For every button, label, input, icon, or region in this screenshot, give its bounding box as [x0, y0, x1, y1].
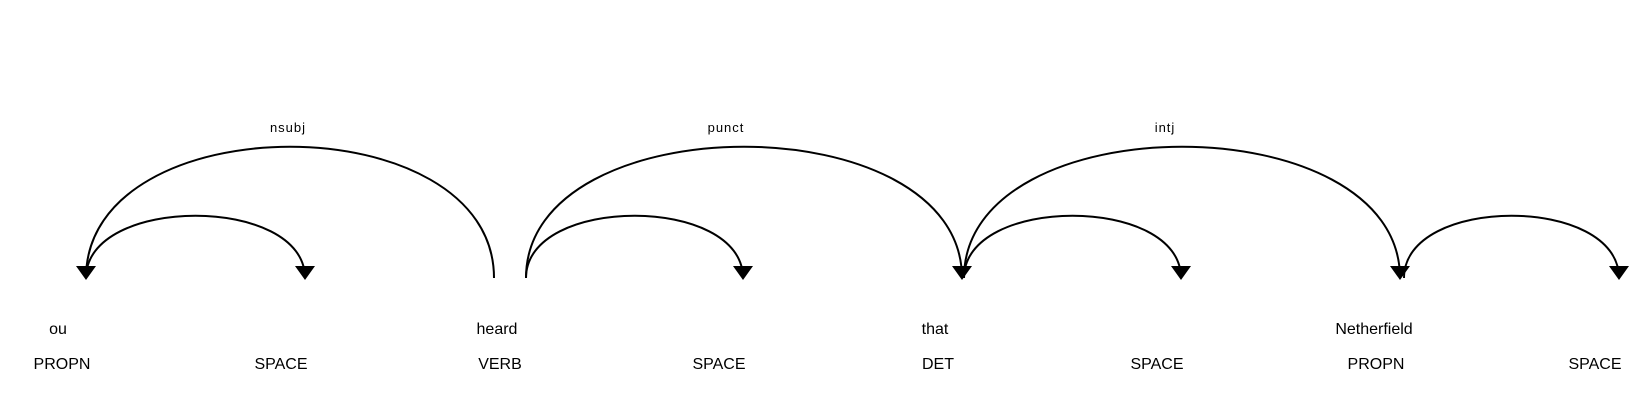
token-tag: DET: [922, 356, 954, 373]
token-tag: SPACE: [254, 356, 307, 373]
dependency-arc: [525, 214, 744, 279]
token-tag: SPACE: [1130, 356, 1183, 373]
dependency-arc-intj: [963, 145, 1401, 279]
arcs-layer: [76, 145, 1629, 280]
token-tag: PROPN: [1348, 356, 1405, 373]
arrowhead-icon: [295, 266, 315, 280]
token-tag: VERB: [478, 356, 522, 373]
dependency-arc: [1403, 214, 1620, 279]
token-word: heard: [477, 321, 518, 338]
dependency-arc: [85, 214, 306, 279]
token-tag: SPACE: [692, 356, 745, 373]
arrowhead-icon: [952, 266, 972, 280]
token-word: that: [922, 321, 949, 338]
arc-label-nsubj: nsubj: [270, 120, 306, 135]
token-tag: SPACE: [1568, 356, 1621, 373]
dependency-arc-nsubj: [85, 145, 495, 279]
token-word: Netherfield: [1335, 321, 1412, 338]
arrowhead-icon: [1171, 266, 1191, 280]
arc-label-intj: intj: [1155, 120, 1176, 135]
token-word: ou: [49, 321, 67, 338]
dependency-arc-punct: [525, 145, 963, 279]
token-tag: PROPN: [34, 356, 91, 373]
arrowhead-icon: [733, 266, 753, 280]
arrowhead-icon: [1390, 266, 1410, 280]
arrowhead-icon: [1609, 266, 1629, 280]
arc-label-punct: punct: [708, 120, 745, 135]
dependency-arc: [963, 214, 1182, 279]
